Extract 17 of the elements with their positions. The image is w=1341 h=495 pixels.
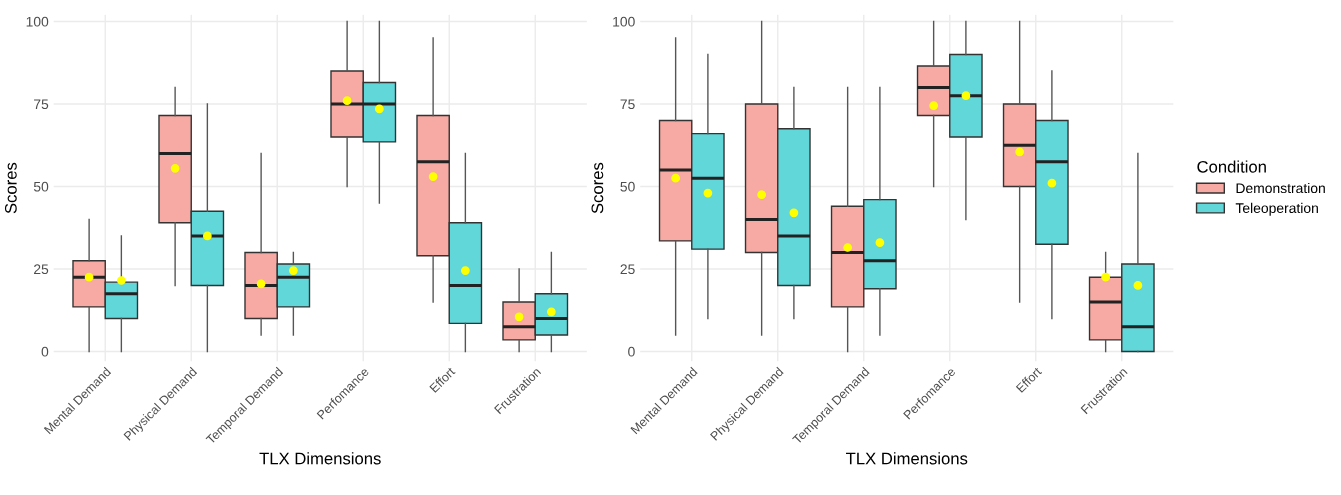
y-tick-label: 75	[620, 99, 635, 110]
y-axis-title: Scores	[591, 162, 604, 214]
y-tick-label: 100	[613, 16, 635, 27]
y-tick-label: 25	[34, 264, 49, 275]
y-tick-label: 0	[628, 346, 635, 357]
y-tick-label: 50	[33, 181, 49, 192]
y-tick-label: 0	[41, 346, 49, 357]
y-axis-title: Scores	[4, 162, 17, 214]
legend-title: Condition	[1197, 160, 1266, 173]
x-axis-title: TLX Dimensions	[259, 452, 381, 465]
y-tick-label: 50	[620, 181, 635, 192]
x-axis-title: TLX Dimensions	[846, 452, 968, 465]
y-tick-label: 100	[26, 16, 49, 27]
y-tick-label: 25	[620, 264, 635, 275]
legend-label: Teleoperation	[1235, 202, 1318, 216]
y-tick-label: 75	[34, 99, 49, 110]
legend-label: Demonstration	[1236, 182, 1325, 194]
